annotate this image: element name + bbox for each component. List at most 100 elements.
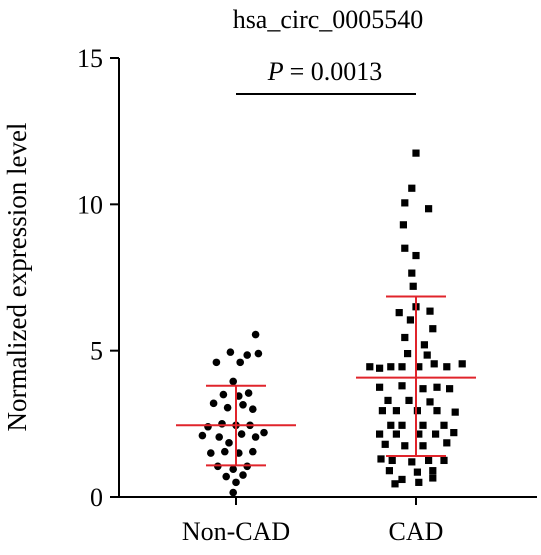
data-point-cad <box>376 364 384 372</box>
data-point-cad <box>398 421 406 429</box>
significance-annotation: P = 0.0013 <box>236 57 416 95</box>
data-point-cad <box>409 282 417 290</box>
data-point-cad <box>387 363 395 371</box>
data-point-non-cad <box>237 430 246 438</box>
data-point-non-cad <box>254 349 263 358</box>
data-point-cad <box>429 325 437 333</box>
data-point-cad <box>405 396 413 405</box>
data-point-cad <box>432 430 440 438</box>
data-point-cad <box>413 468 421 476</box>
data-point-cad <box>440 456 448 465</box>
data-point-cad <box>430 360 438 368</box>
data-point-non-cad <box>223 403 232 412</box>
data-point-non-cad <box>232 478 240 487</box>
data-point-cad <box>398 475 406 484</box>
data-point-cad <box>419 421 427 429</box>
data-point-cad <box>404 349 412 358</box>
data-point-non-cad <box>236 358 244 367</box>
data-point-cad <box>395 309 403 317</box>
data-point-non-cad <box>215 433 223 441</box>
p-value: = 0.0013 <box>290 57 383 86</box>
data-point-non-cad <box>219 390 228 399</box>
data-point-cad <box>426 398 434 406</box>
data-point-cad <box>440 421 448 429</box>
data-point-non-cad <box>221 447 229 456</box>
data-point-cad <box>423 351 431 359</box>
data-point-non-cad <box>229 465 237 473</box>
data-point-cad <box>391 480 399 488</box>
data-point-cad <box>388 456 396 465</box>
data-point-cad <box>420 341 428 349</box>
data-point-cad <box>408 184 416 192</box>
data-point-non-cad <box>251 330 260 339</box>
data-point-cad <box>429 467 437 475</box>
data-point-non-cad <box>204 422 212 431</box>
data-point-cad <box>433 407 441 415</box>
data-point-non-cad <box>229 377 237 386</box>
data-point-cad <box>419 385 427 393</box>
x-tick-label-non-cad: Non-CAD <box>182 517 290 546</box>
data-point-cad <box>398 363 406 371</box>
data-point-cad <box>366 363 374 371</box>
y-tick-label: 15 <box>77 44 103 73</box>
data-point-cad <box>433 383 441 391</box>
data-point-cad <box>443 439 451 447</box>
data-point-cad <box>378 407 386 415</box>
data-point-non-cad <box>222 472 230 481</box>
data-point-cad <box>376 383 384 391</box>
data-point-cad <box>419 442 427 450</box>
y-tick-label: 0 <box>90 483 103 512</box>
p-value-label: P = 0.0013 <box>267 57 383 86</box>
data-point-cad <box>377 455 385 463</box>
data-point-non-cad <box>239 401 247 409</box>
data-point-cad <box>392 407 400 415</box>
data-point-cad <box>412 251 420 260</box>
chart-title: hsa_circ_0005540 <box>233 5 424 34</box>
data-point-cad <box>450 429 458 437</box>
data-point-cad <box>408 458 416 466</box>
y-axis-label: Normalized expression level <box>2 123 32 432</box>
data-points <box>198 149 466 497</box>
data-point-cad <box>406 316 414 324</box>
data-point-cad <box>425 456 433 465</box>
data-point-non-cad <box>198 431 207 440</box>
data-point-non-cad <box>243 351 251 359</box>
data-point-non-cad <box>260 428 268 437</box>
data-point-non-cad <box>249 405 257 414</box>
data-point-cad <box>426 307 434 315</box>
data-point-cad <box>415 478 423 486</box>
data-point-non-cad <box>225 439 233 447</box>
data-point-cad <box>401 244 409 252</box>
data-point-non-cad <box>226 348 235 356</box>
data-point-cad <box>399 221 407 229</box>
data-point-cad <box>392 430 400 438</box>
data-point-non-cad <box>244 389 253 397</box>
data-point-cad <box>401 199 409 207</box>
data-point-cad <box>451 408 459 416</box>
data-point-cad <box>408 269 416 277</box>
data-point-cad <box>443 363 451 371</box>
data-point-non-cad <box>249 447 257 456</box>
data-point-cad <box>401 333 409 342</box>
data-point-cad <box>381 440 389 448</box>
x-tick-label-cad: CAD <box>389 517 444 546</box>
data-point-cad <box>415 430 423 438</box>
data-point-non-cad <box>229 488 237 497</box>
data-point-non-cad <box>218 420 226 428</box>
data-point-cad <box>384 396 392 405</box>
data-point-cad <box>413 407 421 415</box>
data-point-cad <box>425 205 433 213</box>
data-point-non-cad <box>239 471 247 479</box>
data-point-non-cad <box>251 433 260 441</box>
summary-lines <box>176 295 476 467</box>
data-point-non-cad <box>209 399 218 408</box>
data-point-cad <box>429 474 437 482</box>
y-tick-label: 5 <box>90 337 103 366</box>
data-point-cad <box>376 430 384 438</box>
data-point-cad <box>398 382 406 390</box>
data-point-cad <box>415 363 423 371</box>
x-axis: Non-CAD CAD <box>118 496 537 546</box>
data-point-cad <box>385 467 393 475</box>
data-point-cad <box>446 385 454 393</box>
